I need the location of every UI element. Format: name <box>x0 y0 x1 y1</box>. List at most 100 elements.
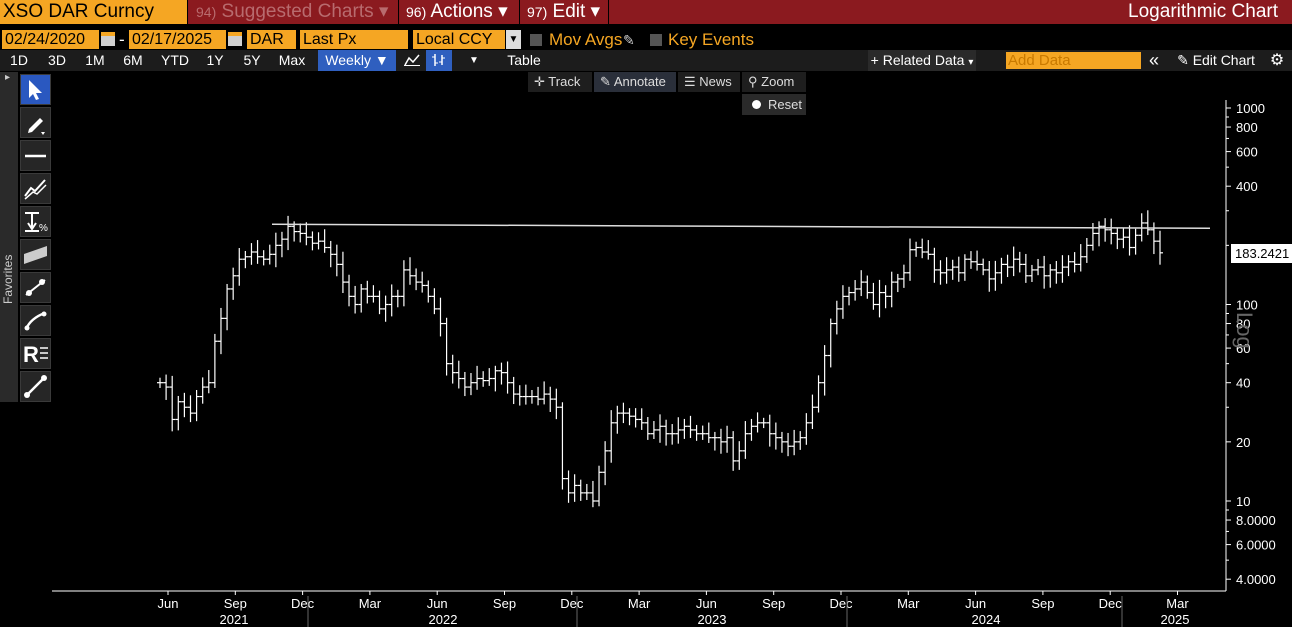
arc-tool-icon[interactable] <box>20 305 51 336</box>
chevron-down-icon: ▾ <box>968 57 974 68</box>
y-tick-label: 40 <box>1236 376 1250 391</box>
annotate-label: Annotate <box>613 74 666 89</box>
y-tick-label: 1000 <box>1236 101 1265 116</box>
key-events-label: Key Events <box>668 30 754 49</box>
ticker-field[interactable]: DAR <box>247 30 296 49</box>
gear-icon[interactable]: ⚙ <box>1269 52 1285 69</box>
period-1d[interactable]: 1D <box>10 52 28 68</box>
actions-label: Actions <box>430 1 493 22</box>
start-date-field[interactable]: 02/24/2020 <box>2 30 99 49</box>
edit-chart-label: Edit Chart <box>1192 52 1255 68</box>
percent-tool-icon[interactable]: % <box>20 206 51 237</box>
x-tick-label: Dec <box>291 596 315 611</box>
calendar-icon[interactable] <box>228 32 242 46</box>
y-tick-label: 100 <box>1236 298 1258 313</box>
end-date-field[interactable]: 02/17/2025 <box>129 30 226 49</box>
actions-menu[interactable]: 96) Actions ▾ <box>406 0 508 24</box>
y-tick-label: 20 <box>1236 435 1250 450</box>
trend-line-tool-icon[interactable] <box>20 173 51 204</box>
y-tick-label: 600 <box>1236 145 1258 160</box>
expand-icon[interactable]: ▸ <box>5 72 11 83</box>
command-bar: XSO DAR Curncy 94) Suggested Charts ▾ 96… <box>0 0 1292 24</box>
table-button[interactable]: Table <box>507 52 541 68</box>
divider <box>608 0 609 24</box>
year-label: 2023 <box>698 612 727 627</box>
calendar-icon[interactable] <box>101 32 115 46</box>
favorites-strip[interactable]: ▸ Favorites <box>0 72 18 402</box>
x-tick-label: Mar <box>1166 596 1189 611</box>
security-input[interactable]: XSO DAR Curncy <box>0 0 188 24</box>
x-tick-label: Sep <box>224 596 247 611</box>
suggested-charts-menu[interactable]: 94) Suggested Charts ▾ <box>196 0 388 24</box>
x-tick-label: Sep <box>762 596 785 611</box>
related-data-label: + Related Data <box>870 52 965 68</box>
track-button[interactable]: ✛ Track <box>528 72 592 92</box>
x-tick-label: Dec <box>560 596 584 611</box>
edit-menu[interactable]: 97) Edit ▾ <box>527 0 600 24</box>
suggested-charts-number: 94) <box>196 4 217 20</box>
price-field[interactable]: Last Px <box>300 30 408 49</box>
x-tick-label: Sep <box>1031 596 1054 611</box>
text-tool-icon[interactable]: R <box>20 338 51 369</box>
related-data-button[interactable]: + Related Data ▾ <box>868 50 976 71</box>
y-tick-label: 80 <box>1236 317 1250 332</box>
horizontal-line-tool-icon[interactable] <box>20 140 51 171</box>
x-tick-label: Dec <box>829 596 853 611</box>
pointer-tool-icon[interactable] <box>20 74 51 105</box>
key-events-checkbox[interactable] <box>650 34 662 46</box>
x-tick-label: Dec <box>1099 596 1123 611</box>
pencil-icon: ✎ <box>1177 52 1189 68</box>
chevron-down-icon: ▾ <box>498 1 508 22</box>
y-tick-label: 8.0000 <box>1236 513 1276 528</box>
annotate-button[interactable]: ✎ Annotate <box>594 72 676 92</box>
year-label: 2021 <box>220 612 249 627</box>
news-button[interactable]: ☰ News <box>678 72 740 92</box>
x-tick-label: Jun <box>158 596 179 611</box>
pencil-icon: ✎ <box>600 74 611 89</box>
y-tick-label: 60 <box>1236 341 1250 356</box>
suggested-charts-label: Suggested Charts <box>221 1 374 22</box>
collapse-icon[interactable]: « <box>1148 50 1159 70</box>
fibonacci-tool-icon[interactable] <box>20 272 51 303</box>
period-1m[interactable]: 1M <box>85 52 105 68</box>
period-5y[interactable]: 5Y <box>243 52 261 68</box>
y-tick-label: 800 <box>1236 120 1258 135</box>
magnifier-icon: ⚲ <box>748 74 758 89</box>
period-6m[interactable]: 6M <box>123 52 143 68</box>
x-tick-label: Jun <box>427 596 448 611</box>
line-chart-icon[interactable] <box>400 50 424 71</box>
period-1y[interactable]: 1Y <box>206 52 224 68</box>
x-tick-label: Jun <box>696 596 717 611</box>
add-data-input[interactable]: Add Data <box>1006 52 1141 69</box>
chevron-down-icon[interactable]: ▼ <box>469 55 479 66</box>
actions-number: 96) <box>406 4 427 20</box>
bar-chart-icon[interactable] <box>426 50 452 71</box>
divider <box>519 0 520 24</box>
x-tick-label: Sep <box>493 596 516 611</box>
pencil-icon[interactable]: ✎ <box>623 32 635 48</box>
frequency-select[interactable]: Weekly ▼ <box>318 50 396 71</box>
year-label: 2022 <box>429 612 458 627</box>
x-tick-label: Mar <box>628 596 651 611</box>
pen-tool-icon[interactable] <box>20 107 51 138</box>
mov-avgs-checkbox[interactable] <box>530 34 542 46</box>
period-max[interactable]: Max <box>278 52 306 68</box>
chevron-down-icon: ▾ <box>590 1 601 22</box>
segment-tool-icon[interactable] <box>20 371 51 402</box>
reset-button[interactable]: Reset <box>742 94 806 115</box>
year-label: 2025 <box>1161 612 1190 627</box>
edit-chart-button[interactable]: ✎ Edit Chart <box>1168 50 1264 71</box>
chevron-down-icon: ▾ <box>378 1 389 22</box>
currency-select[interactable]: Local CCY <box>413 30 505 49</box>
period-3d[interactable]: 3D <box>48 52 66 68</box>
period-ytd[interactable]: YTD <box>161 52 189 68</box>
drawing-tools-palette: ▸ Favorites % R <box>0 72 53 402</box>
y-tick-label: 4.0000 <box>1236 572 1276 587</box>
zoom-label: Zoom <box>761 74 795 89</box>
channel-tool-icon[interactable] <box>20 239 51 270</box>
last-price-label: 183.2421 <box>1231 243 1292 263</box>
news-label: News <box>699 74 732 89</box>
chevron-down-icon[interactable]: ▼ <box>506 30 521 49</box>
zoom-button[interactable]: ⚲ Zoom <box>742 72 806 92</box>
